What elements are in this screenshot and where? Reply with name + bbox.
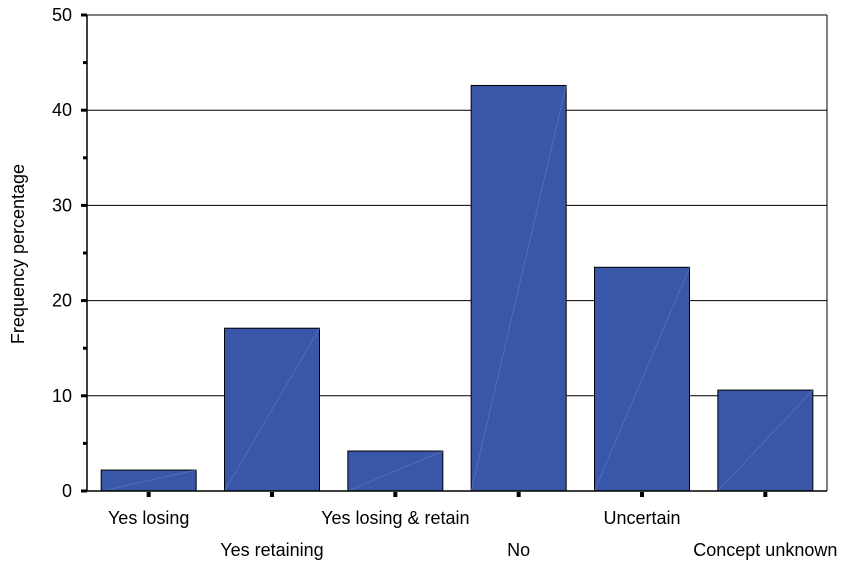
x-tick-label-3: Yes losing & retain [321, 508, 469, 528]
bar-2-diagonal [224, 328, 320, 492]
y-tick-labels: 0 10 20 30 40 50 [52, 5, 72, 501]
y-tick-15 [83, 346, 87, 350]
y-tick-40 [81, 108, 87, 112]
x-tick-3 [393, 492, 398, 497]
y-tick-45 [83, 61, 87, 65]
bar-1-diagonal [101, 469, 197, 492]
y-tick-0 [81, 489, 87, 493]
y-tick-label-10: 10 [52, 386, 72, 406]
x-tick-labels: Yes losing Yes retaining Yes losing & reta… [108, 508, 837, 560]
y-tick-label-30: 30 [52, 195, 72, 215]
bar-3-diagonal [347, 450, 443, 492]
y-axis-title: Frequency percentage [8, 164, 28, 344]
x-tick-4 [516, 492, 521, 497]
y-tick-25 [83, 251, 87, 255]
x-tick-1 [146, 492, 151, 497]
x-tick-2 [270, 492, 274, 497]
x-tick-label-5: Uncertain [603, 508, 680, 528]
bar-5-diagonal [594, 267, 690, 492]
bar-4-diagonal [470, 85, 567, 492]
y-tick-label-50: 50 [52, 5, 72, 25]
y-tick-10 [81, 394, 87, 398]
x-tick-5 [640, 492, 644, 497]
y-tick-label-0: 0 [62, 481, 72, 501]
y-tick-label-40: 40 [52, 100, 72, 120]
y-tick-5 [83, 441, 87, 445]
y-tick-35 [83, 156, 87, 160]
bar-6-diagonal [717, 389, 814, 492]
y-tick-20 [81, 299, 87, 303]
axes [81, 13, 828, 497]
x-tick-label-2: Yes retaining [220, 540, 323, 560]
grid-lines [87, 14, 827, 397]
x-tick-label-4: No [507, 540, 530, 560]
bars [100, 84, 814, 492]
y-tick-label-20: 20 [52, 291, 72, 311]
x-tick-label-1: Yes losing [108, 508, 189, 528]
y-tick-50 [81, 13, 87, 17]
x-tick-label-6: Concept unknown [693, 540, 837, 560]
y-tick-30 [81, 203, 87, 207]
x-tick-6 [763, 492, 768, 497]
